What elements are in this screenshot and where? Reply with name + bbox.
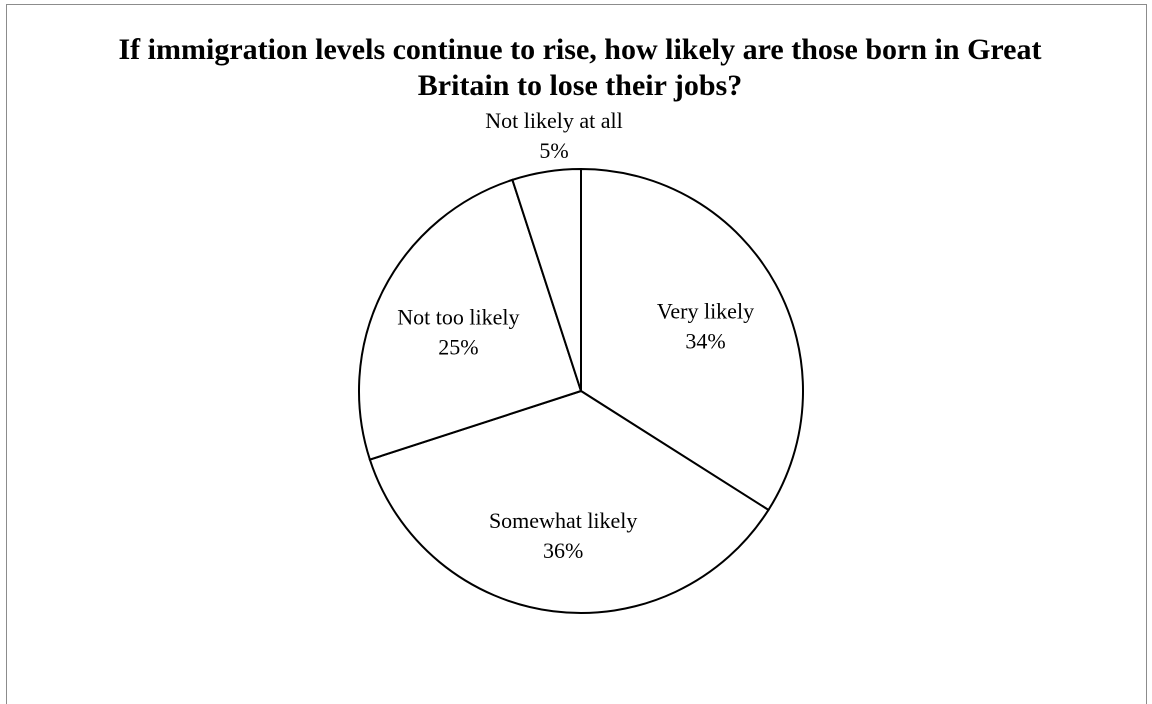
slice-category-label: Somewhat likely <box>489 508 637 533</box>
pie-slice-not-too-likely <box>358 178 583 461</box>
pie-slice-very-likely <box>580 167 804 512</box>
slice-category-label: Very likely <box>657 299 754 324</box>
pie-slice-not-likely-at-all <box>511 167 582 392</box>
pie-slice-somewhat-likely <box>368 389 770 614</box>
slice-category-label: Not too likely <box>397 305 519 330</box>
slice-value-label: 36% <box>543 538 583 563</box>
slice-value-label: 34% <box>685 329 725 354</box>
slice-category-label: Not likely at all <box>485 108 622 133</box>
slice-value-label: 25% <box>438 335 478 360</box>
chart-title: If immigration levels continue to rise, … <box>118 33 1042 102</box>
pie-chart: Very likely 34% Somewhat likely 36% Not too … <box>358 108 804 614</box>
chart-frame <box>6 4 1147 704</box>
slice-value-label: 5% <box>539 138 568 163</box>
